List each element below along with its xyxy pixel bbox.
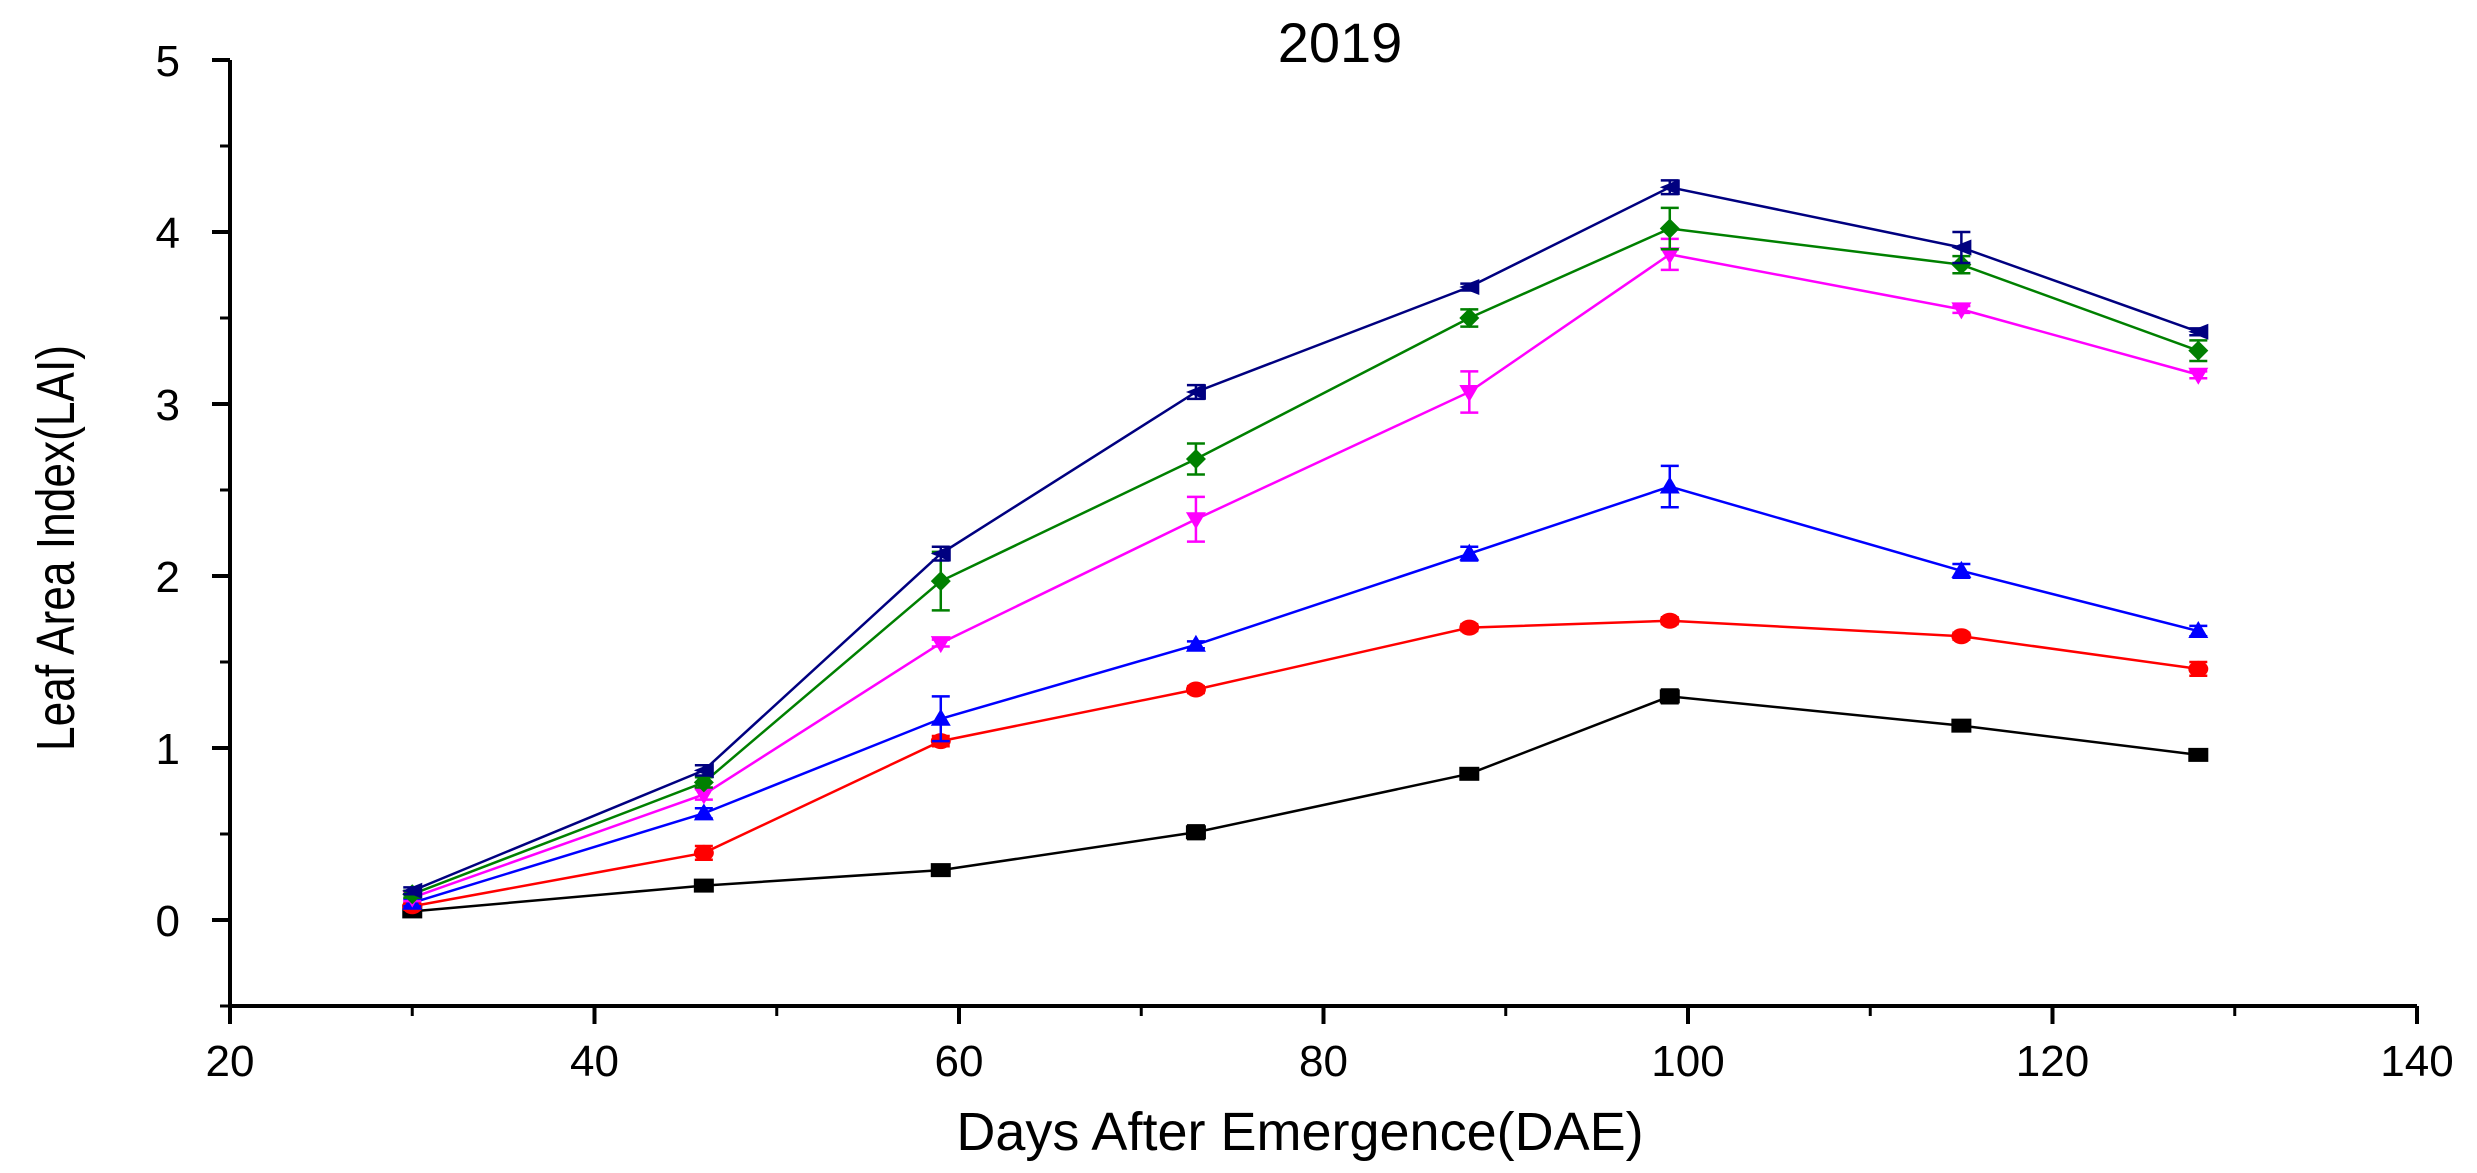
data-point bbox=[1459, 543, 1480, 561]
data-point bbox=[1951, 239, 1972, 256]
data-point bbox=[930, 571, 951, 592]
series-line bbox=[411, 227, 2199, 896]
y-axis-label: Leaf Area Index(LAI) bbox=[26, 345, 86, 751]
y-tick-label: 0 bbox=[156, 897, 180, 946]
data-point bbox=[930, 545, 951, 562]
x-tick-label: 40 bbox=[570, 1037, 619, 1086]
data-point bbox=[1459, 308, 1480, 328]
data-point bbox=[2188, 323, 2209, 340]
data-point bbox=[2188, 747, 2209, 762]
series-line bbox=[412, 619, 2199, 908]
data-point bbox=[693, 787, 714, 805]
data-point bbox=[1659, 218, 1680, 239]
series-series-1 bbox=[402, 688, 2209, 919]
data-point bbox=[1659, 476, 1680, 494]
data-point bbox=[693, 762, 714, 779]
y-tick-label: 3 bbox=[156, 381, 180, 430]
data-point bbox=[693, 844, 714, 861]
x-tick-label: 20 bbox=[206, 1037, 255, 1086]
series-series-3 bbox=[402, 464, 2209, 910]
x-axis-label: Days After Emergence(DAE) bbox=[956, 1102, 1643, 1162]
plot-area bbox=[402, 179, 2209, 919]
data-point bbox=[1459, 384, 1480, 402]
data-point bbox=[402, 882, 423, 899]
x-tick-label: 60 bbox=[935, 1037, 984, 1086]
data-point bbox=[1659, 612, 1680, 629]
data-point bbox=[2188, 340, 2209, 361]
data-point bbox=[693, 772, 714, 793]
x-tick-label: 80 bbox=[1299, 1037, 1348, 1086]
data-point bbox=[1185, 681, 1206, 698]
data-point bbox=[1951, 302, 1972, 320]
data-point bbox=[1951, 718, 1972, 733]
data-point bbox=[1459, 766, 1480, 781]
data-point bbox=[1185, 825, 1206, 840]
axes: 20 40 60 80 100 120 140 0 1 2 3 4 5 bbox=[156, 37, 2454, 1086]
data-point bbox=[693, 803, 714, 821]
data-point bbox=[1951, 628, 1972, 645]
chart-title: 2019 bbox=[1278, 11, 1403, 74]
data-point bbox=[2188, 621, 2209, 639]
series-line bbox=[411, 485, 2199, 904]
data-point bbox=[1659, 689, 1680, 704]
data-point bbox=[930, 636, 951, 654]
data-point bbox=[930, 863, 951, 878]
data-point bbox=[2188, 367, 2209, 385]
data-point bbox=[1185, 512, 1206, 530]
y-tick-label: 2 bbox=[156, 553, 180, 602]
x-tick-label: 100 bbox=[1651, 1037, 1724, 1086]
data-point bbox=[1951, 560, 1972, 578]
y-tick-label: 5 bbox=[156, 37, 180, 86]
data-point bbox=[2188, 660, 2209, 677]
data-point bbox=[1185, 634, 1206, 652]
data-point bbox=[693, 878, 714, 893]
data-point bbox=[930, 708, 951, 726]
data-point bbox=[1459, 619, 1480, 636]
data-point bbox=[1459, 279, 1480, 296]
series-series-2 bbox=[402, 612, 2209, 915]
series-series-5 bbox=[402, 206, 2209, 905]
data-point bbox=[1185, 449, 1206, 470]
series-line bbox=[412, 695, 2199, 913]
series-line bbox=[411, 253, 2199, 899]
y-tick-label: 1 bbox=[156, 725, 180, 774]
data-point bbox=[1659, 247, 1680, 265]
data-point bbox=[1951, 254, 1972, 275]
data-point bbox=[1659, 179, 1680, 196]
x-tick-label: 120 bbox=[2016, 1037, 2089, 1086]
data-point bbox=[1185, 383, 1206, 400]
y-tick-label: 4 bbox=[156, 209, 180, 258]
series-series-6 bbox=[402, 179, 2209, 899]
series-line bbox=[411, 185, 2199, 892]
x-tick-label: 140 bbox=[2380, 1037, 2453, 1086]
series-series-4 bbox=[402, 237, 2209, 908]
